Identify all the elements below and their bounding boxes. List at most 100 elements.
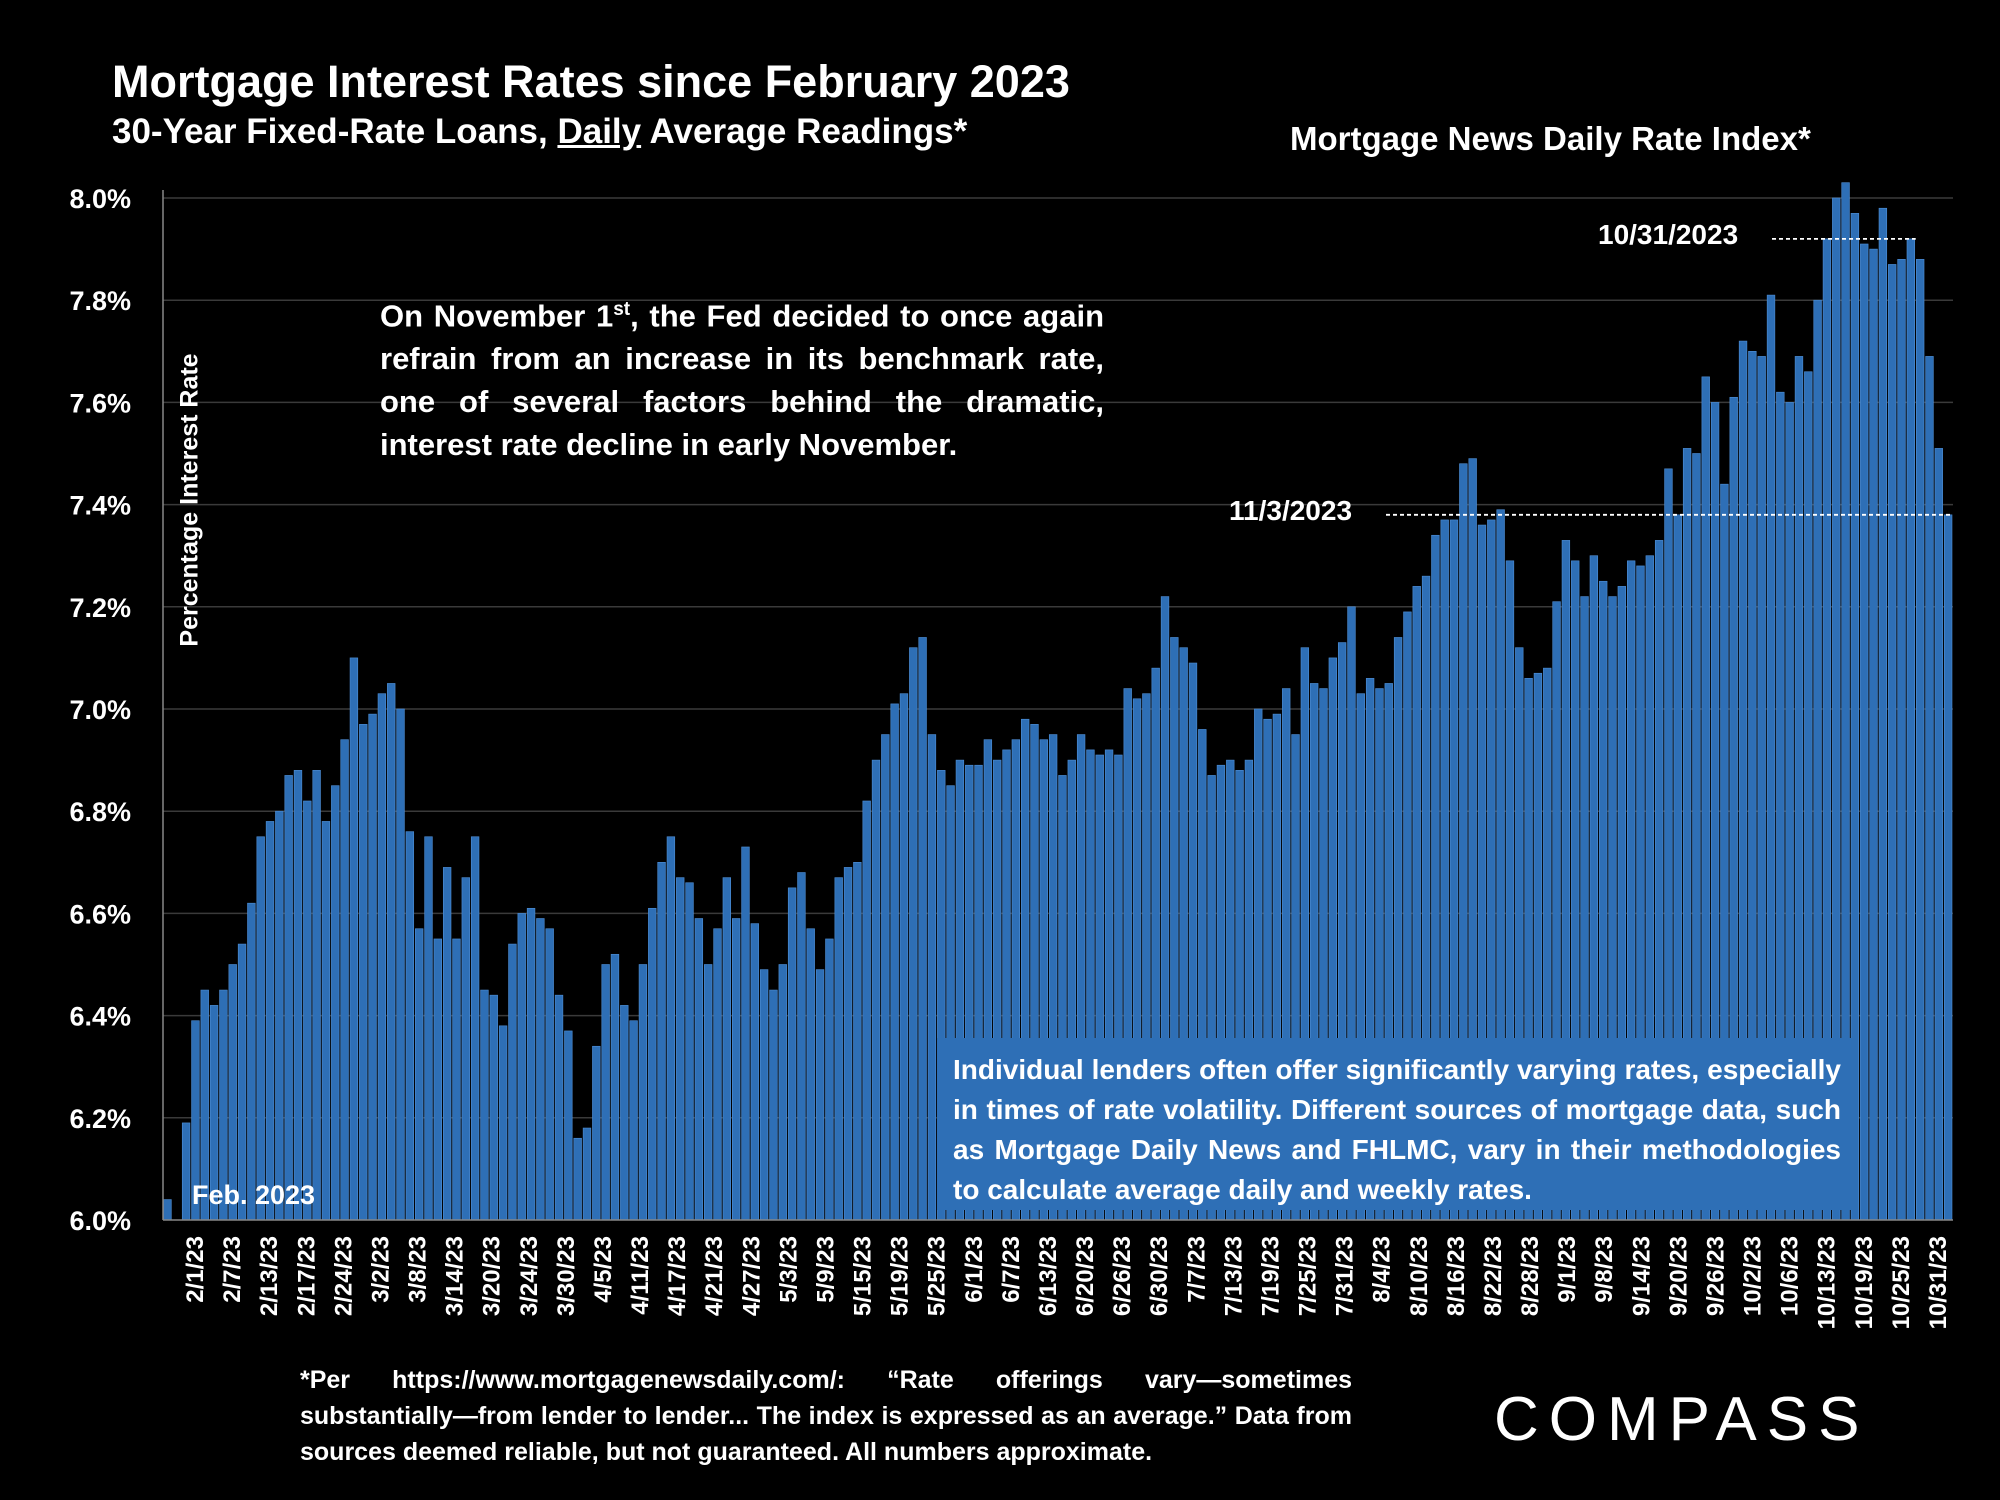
x-tick-label: 7/31/23 [1332,1236,1359,1316]
x-tick-label: 5/19/23 [887,1236,914,1316]
x-tick-label: 10/13/23 [1814,1236,1841,1329]
bar [750,923,759,1221]
x-tick-label: 5/3/23 [775,1236,802,1303]
bar [825,938,834,1221]
x-tick-label: 3/2/23 [367,1236,394,1303]
bar [629,1020,638,1221]
bar [405,831,415,1221]
x-tick-label: 9/1/23 [1554,1236,1581,1303]
bar [722,877,731,1221]
y-tick-label: 8.0% [69,184,131,214]
x-tick-label: 2/7/23 [219,1236,246,1303]
bar [731,918,741,1221]
bar [815,969,825,1221]
annotation-nov3-date: 11/3/2023 [1229,494,1353,526]
x-tick-label: 9/14/23 [1628,1236,1655,1316]
x-tick-label: 10/19/23 [1851,1236,1878,1329]
x-tick-label: 6/20/23 [1072,1236,1099,1316]
y-tick-label: 7.8% [69,286,131,316]
feb-annotation: Feb. 2023 [192,1180,316,1210]
bar [545,928,554,1221]
bar [181,1122,191,1221]
x-tick-label: 4/21/23 [701,1236,728,1316]
x-tick-label: 7/7/23 [1183,1236,1210,1303]
bar [526,907,536,1221]
bar [601,964,610,1221]
bar [237,943,247,1221]
bar [778,964,787,1221]
bar [470,836,480,1221]
fed-note-post: , the Fed decided to once again refrain … [380,298,1105,463]
bar [759,969,769,1221]
y-tick-label: 7.4% [69,491,131,521]
bar [582,1127,592,1221]
bar [387,683,396,1221]
bar [787,887,797,1221]
bar [806,928,815,1221]
bar [871,759,881,1221]
x-tick-label: 2/13/23 [256,1236,283,1316]
bar [1925,356,1934,1221]
x-tick-label: 9/20/23 [1665,1236,1692,1316]
x-tick-label: 4/5/23 [590,1236,617,1303]
y-axis-label: Percentage Interest Rate [175,353,204,647]
bar [442,867,452,1221]
x-tick-label: 9/8/23 [1591,1236,1618,1303]
bar [741,846,750,1221]
x-tick-label: 10/6/23 [1777,1236,1804,1316]
bar [713,928,722,1221]
bar [1860,243,1869,1221]
bar [415,928,424,1221]
fed-note-pre: On November 1 [380,298,614,334]
x-tick-label: 7/19/23 [1257,1236,1284,1316]
x-tick-label: 7/25/23 [1295,1236,1322,1316]
bar [1934,448,1943,1221]
bar [610,953,620,1221]
bar [1916,259,1925,1221]
bar [275,810,284,1221]
x-tick-label: 6/13/23 [1035,1236,1062,1316]
bar [685,882,694,1221]
x-tick-label: 3/14/23 [442,1236,469,1316]
fed-note-sup: st [613,299,631,320]
bar [899,693,909,1221]
x-tick-label: 10/31/23 [1925,1236,1952,1329]
bar [862,800,871,1221]
subtitle-post: Average Readings* [641,112,968,151]
y-tick-label: 7.0% [69,695,131,725]
fed-annotation: On November 1st, the Fed decided to once… [380,288,1104,466]
bar [452,938,461,1221]
x-tick-label: 8/22/23 [1480,1236,1507,1316]
bar [396,708,405,1221]
chart-title: Mortgage Interest Rates since February 2… [112,56,1070,107]
y-tick-label: 6.6% [69,899,131,929]
bar [638,964,648,1221]
x-tick-label: 8/16/23 [1443,1236,1470,1316]
x-tick-label: 4/27/23 [738,1236,765,1316]
x-tick-label: 2/24/23 [330,1236,357,1316]
x-tick-label: 6/30/23 [1146,1236,1173,1316]
bar [433,938,442,1221]
bar [1906,238,1916,1221]
y-tick-label: 6.0% [69,1206,131,1236]
bar [1869,248,1878,1221]
x-tick-label: 8/4/23 [1369,1236,1396,1303]
bar [508,943,517,1221]
bar [1897,259,1906,1221]
x-tick-label: 5/9/23 [812,1236,839,1303]
bar [657,861,666,1221]
bar [1878,207,1888,1221]
bar [881,734,890,1221]
x-tick-label: 10/2/23 [1740,1236,1767,1316]
y-tick-label: 6.8% [69,797,131,827]
x-tick-label: 7/13/23 [1220,1236,1247,1316]
bar [489,994,498,1221]
bar [573,1137,582,1221]
y-tick-label: 6.4% [69,1002,131,1032]
bar [368,713,377,1221]
bar [256,836,265,1221]
bar [918,637,927,1221]
x-tick-label: 10/25/23 [1888,1236,1915,1329]
x-tick-label: 3/8/23 [405,1236,432,1303]
